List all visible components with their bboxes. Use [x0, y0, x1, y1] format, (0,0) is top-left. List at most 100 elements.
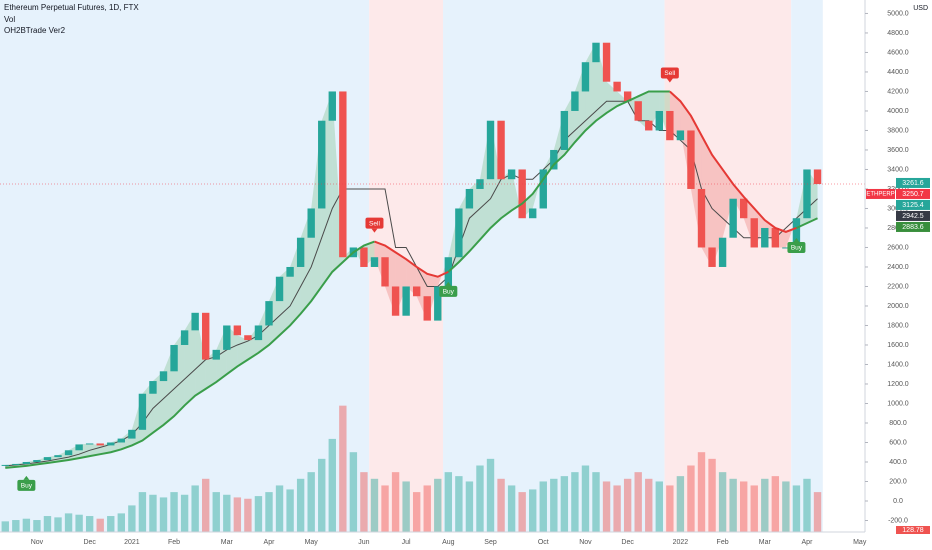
candle [539, 169, 547, 209]
signal-fill [89, 443, 101, 457]
candle [602, 42, 611, 82]
volume-bar [708, 458, 716, 532]
volume-bar [275, 485, 284, 532]
y-tick-label: 2000.0 [887, 303, 909, 310]
signal-label: Sell [369, 220, 380, 227]
volume-bar [803, 478, 811, 532]
price-badge [896, 177, 930, 188]
candle [233, 325, 242, 336]
candle [634, 101, 642, 121]
signal-badge [787, 241, 806, 253]
candle [307, 208, 315, 238]
candle [159, 371, 168, 382]
volume-bar [581, 465, 590, 532]
volume-bar [43, 516, 52, 532]
candle [391, 286, 400, 316]
x-tick-label: Dec [83, 539, 96, 546]
volume-bar [128, 505, 136, 532]
volume-bar [718, 472, 727, 532]
volume-bar [497, 478, 505, 532]
volume-bar [85, 516, 94, 532]
signal-pointer [371, 228, 378, 233]
indicator-label: OH2BTrade Ver2 [4, 26, 66, 35]
candle [244, 335, 252, 341]
signal-marker: Buy [17, 475, 36, 491]
y-tick-label: 4800.0 [887, 30, 909, 37]
volume-bar [792, 485, 801, 532]
signal-badge [365, 217, 384, 229]
signal-badge [439, 285, 458, 297]
candle [381, 257, 389, 287]
candle [370, 257, 379, 267]
price-badge-label: 2942.5 [902, 213, 924, 220]
plot-layer: Buy Sell Buy Sell Buy [0, 42, 865, 532]
signal-marker: Buy [439, 281, 458, 297]
candle [202, 312, 210, 360]
candle [412, 286, 421, 297]
x-tick-label: Apr [264, 539, 276, 546]
volume-bar [813, 492, 822, 532]
volume-bar [159, 497, 168, 532]
axis-layer: 5000.0 4800.0 4600.0 4400.0 4200.0 4000.0 3800… [31, 10, 930, 546]
y-tick-label: -200.0 [888, 517, 908, 524]
volume-badge [896, 526, 930, 534]
signal-label: Buy [791, 245, 803, 252]
volume-bar [339, 405, 347, 532]
price-badge [896, 210, 930, 221]
volume-bar [613, 485, 621, 532]
signal-fill [511, 169, 523, 219]
y-tick-label: 3400.0 [887, 166, 909, 173]
volume-bar [529, 489, 537, 532]
candle [581, 62, 590, 92]
candle [729, 198, 737, 238]
candle [560, 110, 569, 150]
candle [296, 237, 305, 267]
signal-fill [195, 312, 206, 396]
candle [455, 208, 463, 258]
volume-bar [539, 481, 547, 532]
x-tick-label: Mar [221, 539, 234, 546]
volume-bar [687, 465, 695, 532]
price-badge [896, 199, 930, 210]
candle [792, 218, 801, 248]
candle [117, 438, 126, 443]
currency-label: USD [913, 5, 928, 12]
x-tick-label: May [305, 539, 319, 546]
signal-label: Sell [664, 70, 675, 77]
x-tick-label: Aug [442, 539, 455, 546]
volume-bar [729, 478, 737, 532]
volume-bar [349, 452, 358, 532]
candle [507, 169, 516, 180]
candle [180, 330, 189, 345]
volume-bar [676, 476, 685, 532]
x-tick-label: Jul [402, 539, 411, 546]
candle [64, 450, 73, 456]
volume-bar [360, 472, 368, 532]
background-layer [0, 0, 823, 532]
signal-zone [443, 0, 665, 532]
volume-bar [286, 489, 294, 532]
candle [128, 429, 136, 439]
price-badge-label: 3261.6 [902, 180, 924, 187]
candle [54, 455, 62, 458]
signal-pointer [666, 78, 673, 83]
candle [212, 349, 220, 360]
candle [318, 120, 326, 209]
chart-title: Ethereum Perpetual Futures, 1D, FTX [4, 3, 139, 12]
signal-pointer [23, 475, 30, 480]
y-tick-label: 1800.0 [887, 322, 909, 329]
candle [423, 296, 431, 321]
candle [328, 91, 336, 121]
candle [666, 110, 674, 141]
volume-bar [782, 481, 790, 532]
price-badge-label: 3125.4 [902, 202, 924, 209]
candle [697, 188, 706, 248]
volume-bar [265, 492, 273, 532]
candle [149, 381, 157, 394]
signal-line [447, 90, 670, 273]
volume-bar [233, 497, 242, 532]
volume-bar [307, 472, 315, 532]
volume-bar [697, 452, 706, 532]
signal-marker: Buy [787, 237, 806, 253]
volume-bar [202, 478, 210, 532]
